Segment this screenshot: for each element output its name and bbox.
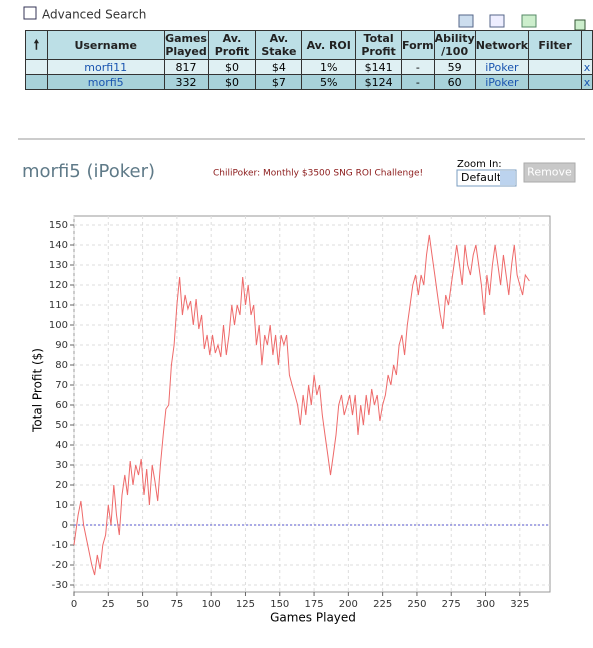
y-tick-label: 110 xyxy=(49,300,68,311)
y-tick-label: -10 xyxy=(52,540,68,551)
x-tick-label: 175 xyxy=(305,599,324,610)
cell[interactable]: Av. Profit xyxy=(207,30,257,60)
y-axis-label: Total Profit ($) xyxy=(31,348,45,433)
zoom-label: Zoom In: xyxy=(457,159,502,170)
cell[interactable]: x xyxy=(580,74,593,90)
y-tick-label: 90 xyxy=(55,340,68,351)
cell[interactable]: Filter xyxy=(528,30,582,60)
x-tick-label: 250 xyxy=(407,599,426,610)
chart-title: morfi5 (iPoker) xyxy=(22,161,155,182)
icon[interactable] xyxy=(489,14,505,28)
x-tick-label: 275 xyxy=(442,599,461,610)
y-tick-label: 30 xyxy=(55,460,68,471)
y-tick-label: 100 xyxy=(49,320,68,331)
select-arrow[interactable] xyxy=(500,171,515,185)
row: morfi11 817 $0 $4 1% $141-59 iPoker x xyxy=(25,59,593,75)
y-tick-label: 0 xyxy=(62,520,68,531)
cell xyxy=(25,74,48,90)
y-tick-label: 130 xyxy=(49,260,68,271)
cell[interactable]: x xyxy=(580,59,593,75)
cell: 59 xyxy=(433,59,476,75)
cell[interactable]: Ability /100 xyxy=(433,30,476,60)
remove-label[interactable]: Remove xyxy=(527,166,572,179)
cell[interactable]: iPoker xyxy=(474,59,530,75)
x-tick-label: 25 xyxy=(102,599,115,610)
cell: $7 xyxy=(255,74,303,90)
cell[interactable]: iPoker xyxy=(474,74,530,90)
y-tick-label: 10 xyxy=(55,500,68,511)
cell: $141 xyxy=(355,59,403,75)
x-tick-label: 0 xyxy=(71,599,77,610)
cell: $124 xyxy=(355,74,403,90)
cell: - xyxy=(401,74,435,90)
cell: $0 xyxy=(207,74,257,90)
cell: 60 xyxy=(433,74,476,90)
icon[interactable] xyxy=(458,14,474,28)
x-tick-label: 75 xyxy=(171,599,184,610)
y-tick-label: 20 xyxy=(55,480,68,491)
y-tick-label: 50 xyxy=(55,420,68,431)
cell[interactable]: Total Profit xyxy=(355,30,403,60)
x-tick-label: 150 xyxy=(270,599,289,610)
cell xyxy=(25,59,48,75)
cell[interactable]: Network xyxy=(474,30,530,60)
cell xyxy=(528,59,582,75)
plot-area xyxy=(73,215,551,593)
header-row: 🠕 Username Games Played Av. Profit Av. Stake… xyxy=(25,30,593,60)
cell xyxy=(580,30,593,60)
cell[interactable]: Games Played xyxy=(163,30,209,60)
cell: $0 xyxy=(207,59,257,75)
x-axis-label: Games Played xyxy=(270,611,356,625)
cell: 1% xyxy=(301,59,357,75)
y-tick-label: -30 xyxy=(52,580,68,591)
y-tick-label: -20 xyxy=(52,560,68,571)
search-checkbox[interactable] xyxy=(23,6,37,20)
promo-link[interactable]: ChiliPoker: Monthly $3500 SNG ROI Challe… xyxy=(213,169,423,179)
cell[interactable]: Av. ROI xyxy=(301,30,357,60)
cell: $4 xyxy=(255,59,303,75)
x-tick-label: 100 xyxy=(202,599,221,610)
zoom-option[interactable]: Default xyxy=(461,171,502,184)
cell: 332 xyxy=(163,74,209,90)
cell xyxy=(528,74,582,90)
cell[interactable]: Username xyxy=(46,30,165,60)
cell[interactable]: morfi11 xyxy=(46,59,165,75)
x-tick-label: 325 xyxy=(510,599,529,610)
cell[interactable]: Av. Stake xyxy=(255,30,303,60)
y-tick-label: 60 xyxy=(55,400,68,411)
grid xyxy=(73,216,550,592)
row: morfi5 332 $0 $7 5% $124-60 iPoker x xyxy=(25,74,593,90)
cell: - xyxy=(401,59,435,75)
y-tick-label: 40 xyxy=(55,440,68,451)
x-tick-label: 200 xyxy=(339,599,358,610)
profit-line xyxy=(73,234,530,576)
x-tick-label: 125 xyxy=(236,599,255,610)
cell: 817 xyxy=(163,59,209,75)
player-table: 🠕 Username Games Played Av. Profit Av. Stake… xyxy=(25,30,593,90)
y-tick-label: 70 xyxy=(55,380,68,391)
cell[interactable]: 🠕 xyxy=(25,30,48,60)
x-tick-label: 50 xyxy=(136,599,149,610)
cell: 5% xyxy=(301,74,357,90)
search-label[interactable]: Advanced Search xyxy=(42,8,146,22)
x-tick-label: 225 xyxy=(373,599,392,610)
x-tick-label: 300 xyxy=(476,599,495,610)
y-tick-label: 80 xyxy=(55,360,68,371)
icon[interactable] xyxy=(521,14,537,28)
y-tick-label: 140 xyxy=(49,240,68,251)
icon[interactable] xyxy=(574,19,586,31)
y-tick-label: 150 xyxy=(49,220,68,231)
cell[interactable]: morfi5 xyxy=(46,74,165,90)
y-tick-label: 120 xyxy=(49,280,68,291)
cell[interactable]: Form xyxy=(401,30,435,60)
remove-button[interactable] xyxy=(523,162,576,183)
